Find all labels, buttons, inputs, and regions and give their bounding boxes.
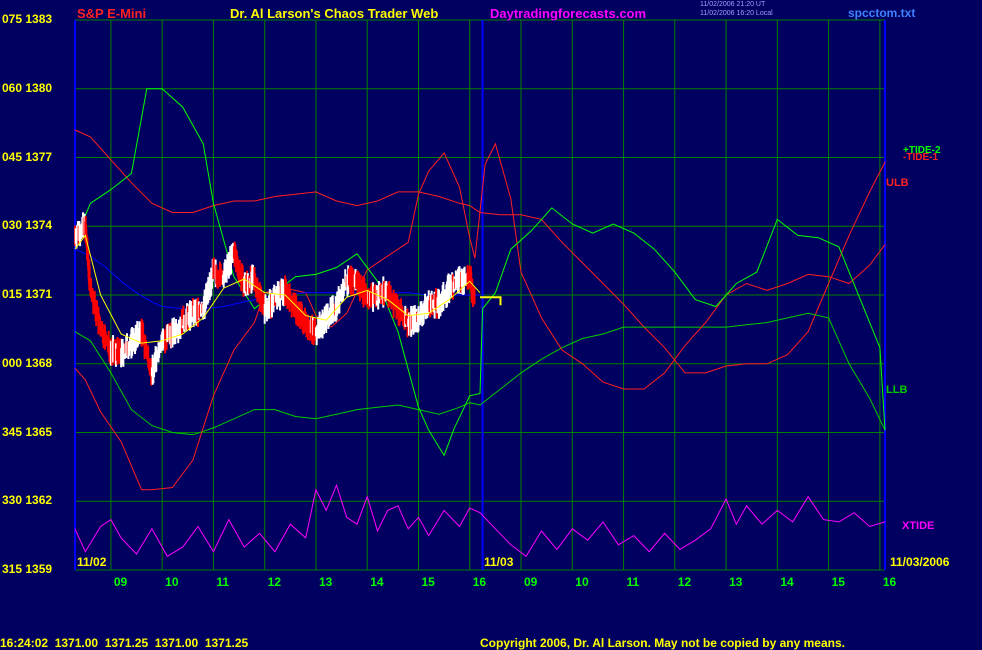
- y-tick-label: 315 1359: [2, 562, 53, 576]
- data-file-name: spcctom.txt: [848, 6, 916, 20]
- x-tick-label: 11: [626, 575, 640, 589]
- timestamp-local: 11/02/2006 16:20 Local: [700, 10, 773, 17]
- llb-line: [74, 312, 886, 436]
- y-tick-label: 060 1380: [2, 80, 53, 95]
- x-tick-label: 13: [729, 575, 743, 589]
- tide1-label: -TIDE-1: [903, 152, 938, 163]
- x-tick-label: 09: [113, 575, 128, 589]
- y-tick-label: 015 1371: [2, 287, 53, 301]
- y-tick-label: 345 1365: [2, 424, 53, 439]
- llb-label: LLB: [886, 384, 908, 396]
- start-date-label: 11/02: [77, 555, 107, 569]
- x-tick-label: 10: [165, 575, 179, 589]
- tide1-line: [74, 142, 886, 491]
- y-tick-label: 330 1362: [2, 493, 53, 508]
- copyright-notice: Copyright 2006, Dr. Al Larson. May not b…: [480, 636, 845, 650]
- x-tick-label: 16: [882, 575, 897, 589]
- projection-marker: [480, 296, 502, 306]
- y-tick-label: 045 1377: [2, 149, 53, 164]
- chart-symbol-title: S&P E-Mini: [77, 6, 147, 21]
- x-tick-label: 13: [318, 575, 333, 589]
- site-link[interactable]: Daytradingforecasts.com: [490, 6, 647, 21]
- tide2-label: +TIDE-2: [903, 145, 941, 156]
- x-tick-label: 14: [780, 575, 794, 589]
- xtide-label: XTIDE: [902, 520, 935, 532]
- last-quote: 16:24:02 1371.00 1371.25 1371.00 1371.25: [0, 636, 249, 650]
- x-tick-label: 14: [370, 575, 384, 589]
- end-date-label: 11/03/2006: [890, 555, 950, 569]
- y-tick-label: 000 1368: [2, 355, 53, 370]
- chart-main-title: Dr. Al Larson's Chaos Trader Web: [230, 6, 439, 21]
- x-tick-label: 12: [677, 575, 692, 589]
- x-tick-label: 10: [575, 575, 589, 589]
- y-tick-label: 030 1374: [2, 218, 53, 233]
- x-tick-label: 12: [267, 575, 282, 589]
- x-tick-label: 15: [421, 575, 435, 589]
- ulb-line: [74, 129, 886, 374]
- xtide-line: [74, 483, 886, 558]
- ulb-label: ULB: [886, 177, 909, 189]
- x-tick-label: 16: [472, 575, 487, 589]
- x-tick-label: 11: [216, 575, 230, 589]
- mid-date-label: 11/03: [484, 555, 514, 569]
- moving-average-line: [74, 234, 481, 344]
- y-tick-label: 075 1383: [2, 12, 53, 26]
- x-tick-label: 15: [831, 575, 845, 589]
- tide2-line: [74, 88, 886, 457]
- timestamp-ut: 11/02/2006 21:20 UT: [700, 1, 766, 8]
- x-tick-label: 09: [524, 575, 538, 589]
